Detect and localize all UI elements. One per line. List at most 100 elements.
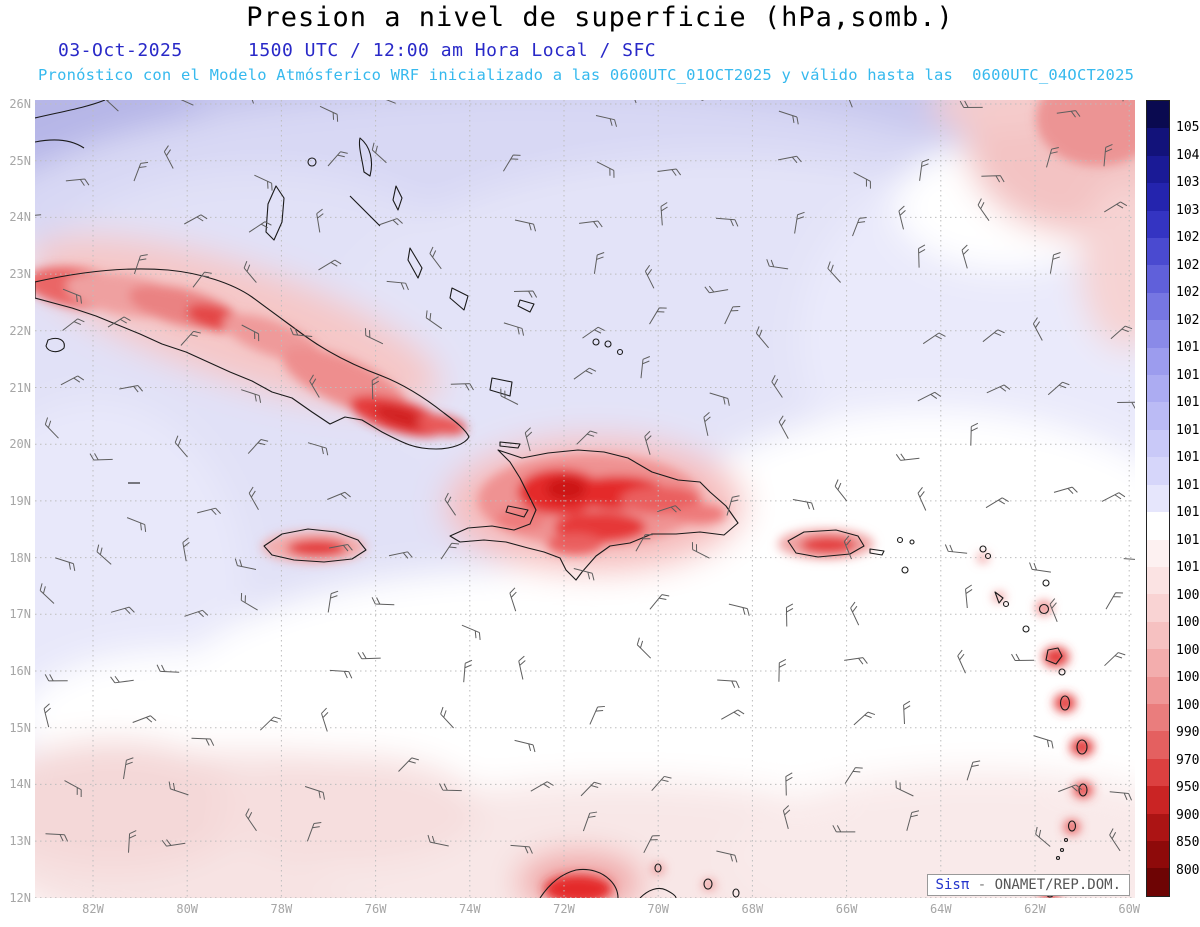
wind-barb bbox=[289, 327, 313, 337]
wind-barb bbox=[156, 664, 180, 673]
wind-barb bbox=[119, 385, 144, 393]
wind-barb bbox=[450, 383, 474, 391]
wind-barb bbox=[1110, 325, 1133, 340]
lon-label: 74W bbox=[458, 902, 481, 916]
wind-barb bbox=[703, 412, 711, 436]
wind-barb bbox=[649, 307, 667, 325]
wind-barb bbox=[1117, 401, 1135, 409]
sispi-logo: Sisπ bbox=[935, 877, 970, 893]
colorbar-tick-label: 900 bbox=[1176, 807, 1200, 823]
colorbar-segment bbox=[1147, 703, 1169, 732]
wind-barb bbox=[589, 705, 605, 725]
coastline-turks bbox=[616, 348, 624, 356]
wind-barb bbox=[62, 288, 82, 304]
wind-barb bbox=[657, 505, 682, 513]
wind-barb bbox=[850, 601, 860, 626]
wind-barb bbox=[461, 624, 481, 640]
pressure-blob bbox=[730, 770, 1135, 898]
lat-label: 16N bbox=[9, 664, 31, 678]
wind-barb bbox=[981, 175, 1005, 183]
colorbar-tick-label: 850 bbox=[1176, 835, 1200, 851]
coastline-cat-island bbox=[392, 185, 403, 211]
colorbar-tick-label: 1035 bbox=[1176, 175, 1200, 191]
pressure-blob bbox=[1080, 180, 1135, 350]
wind-barb bbox=[1046, 146, 1059, 168]
colorbar-tick-label: 1002 bbox=[1176, 670, 1200, 686]
wind-barb bbox=[439, 783, 462, 792]
wind-barb bbox=[903, 700, 911, 725]
wind-barb bbox=[596, 161, 615, 178]
wind-barb bbox=[582, 811, 598, 832]
wind-barb bbox=[644, 430, 652, 455]
wind-barb bbox=[240, 592, 258, 611]
wind-barb bbox=[89, 453, 113, 461]
wind-barb bbox=[96, 544, 112, 565]
wind-barb bbox=[852, 216, 867, 237]
colorbar-segment bbox=[1147, 238, 1169, 266]
colorbar-segment bbox=[1147, 320, 1169, 348]
coastline-long-island bbox=[407, 247, 423, 279]
pressure-blob bbox=[1043, 647, 1069, 667]
coastline-dominica bbox=[1059, 695, 1071, 711]
wind-barb bbox=[944, 544, 968, 554]
coastline-paraguana bbox=[639, 887, 677, 898]
wind-barb bbox=[970, 422, 979, 446]
pressure-blob bbox=[374, 405, 430, 429]
colorbar-segment bbox=[1147, 457, 1169, 485]
colorbar-segment bbox=[1147, 292, 1169, 321]
coastline-montserrat bbox=[1022, 625, 1030, 633]
lon-label: 62W bbox=[1024, 902, 1046, 916]
lon-label: 60W bbox=[1118, 902, 1141, 916]
coastline-gonave bbox=[505, 505, 529, 518]
wind-barb bbox=[128, 830, 137, 853]
wind-barb bbox=[1033, 735, 1054, 749]
wind-barb bbox=[755, 326, 769, 349]
wind-barb bbox=[844, 657, 868, 665]
colorbar-tick-label: 1030 bbox=[1176, 202, 1200, 218]
wind-barb bbox=[163, 145, 174, 169]
wind-barb bbox=[917, 487, 927, 511]
wind-barb bbox=[966, 760, 981, 781]
colorbar-tick-label: 1016 bbox=[1176, 422, 1200, 438]
wind-barb bbox=[906, 810, 920, 831]
wind-barb bbox=[184, 609, 209, 618]
wind-barb bbox=[306, 821, 322, 842]
lon-label: 72W bbox=[553, 902, 575, 916]
coastline-eleuthera bbox=[358, 137, 373, 177]
wind-barb bbox=[778, 110, 799, 125]
latlon-grid bbox=[35, 100, 1135, 898]
coastline-new-providence bbox=[307, 157, 317, 167]
wind-barb bbox=[309, 374, 320, 398]
pressure-blob bbox=[674, 504, 726, 524]
pressure-blob bbox=[417, 414, 467, 436]
wind-barb bbox=[304, 786, 326, 800]
coastline-nevis bbox=[1002, 600, 1010, 608]
wind-barb bbox=[463, 659, 473, 683]
wind-barb bbox=[1105, 592, 1123, 610]
coastline-virgin-1 bbox=[896, 536, 904, 544]
colorbar-tick-label: 1010 bbox=[1176, 560, 1200, 576]
wind-barb bbox=[573, 367, 597, 380]
wind-barb bbox=[248, 221, 272, 233]
coastline-antigua bbox=[1038, 603, 1050, 615]
wind-barb bbox=[316, 208, 324, 233]
colorbar-segment bbox=[1147, 429, 1169, 458]
wind-barb bbox=[247, 439, 269, 454]
wind-barb bbox=[1035, 826, 1051, 847]
lon-label: 78W bbox=[270, 902, 293, 916]
colorbar-segment bbox=[1147, 868, 1169, 896]
wind-barb bbox=[241, 324, 260, 342]
colorbar-tick-label: 1006 bbox=[1176, 615, 1200, 631]
wind-barb bbox=[429, 246, 442, 270]
wind-barb bbox=[660, 202, 668, 226]
colorbar-tick-label: 1008 bbox=[1176, 587, 1200, 603]
wind-barb bbox=[1056, 110, 1081, 118]
colorbar-segment bbox=[1147, 840, 1169, 869]
wind-barb bbox=[917, 391, 942, 402]
colorbar-tick-label: 990 bbox=[1176, 725, 1200, 741]
wind-barb bbox=[1109, 791, 1132, 801]
wind-barb bbox=[1103, 144, 1113, 167]
wind-barb bbox=[440, 706, 454, 729]
coastline-st-vincent bbox=[1067, 820, 1077, 832]
